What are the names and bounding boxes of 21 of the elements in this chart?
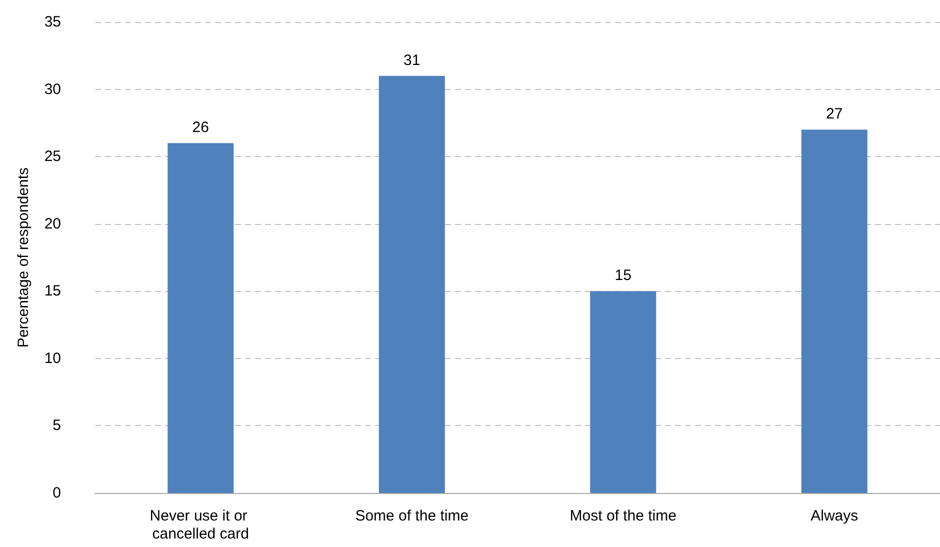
x-tick-label: Always [810,508,858,524]
y-tick-label: 15 [44,282,61,300]
y-tick-label: 30 [44,80,61,98]
y-tick-label: 5 [52,417,61,434]
y-tick-label: 0 [52,484,61,502]
x-tick-label: Most of the time [570,508,676,524]
y-tick-label: 35 [44,14,61,30]
data-label: 15 [614,267,632,284]
y-tick-label: 25 [44,148,61,166]
data-label: 27 [826,106,843,123]
bar [378,76,445,493]
bar [801,130,868,493]
y-axis-title: Percentage of respondents [15,167,32,348]
bar [168,143,234,493]
data-label: 31 [404,52,420,69]
data-label: 26 [192,119,209,136]
x-tick-label: Never use it or cancelled card [150,508,252,542]
y-tick-label: 10 [44,350,61,367]
x-tick-label: Some of the time [355,508,469,524]
bar [590,291,656,493]
y-tick-label: 20 [44,215,61,232]
